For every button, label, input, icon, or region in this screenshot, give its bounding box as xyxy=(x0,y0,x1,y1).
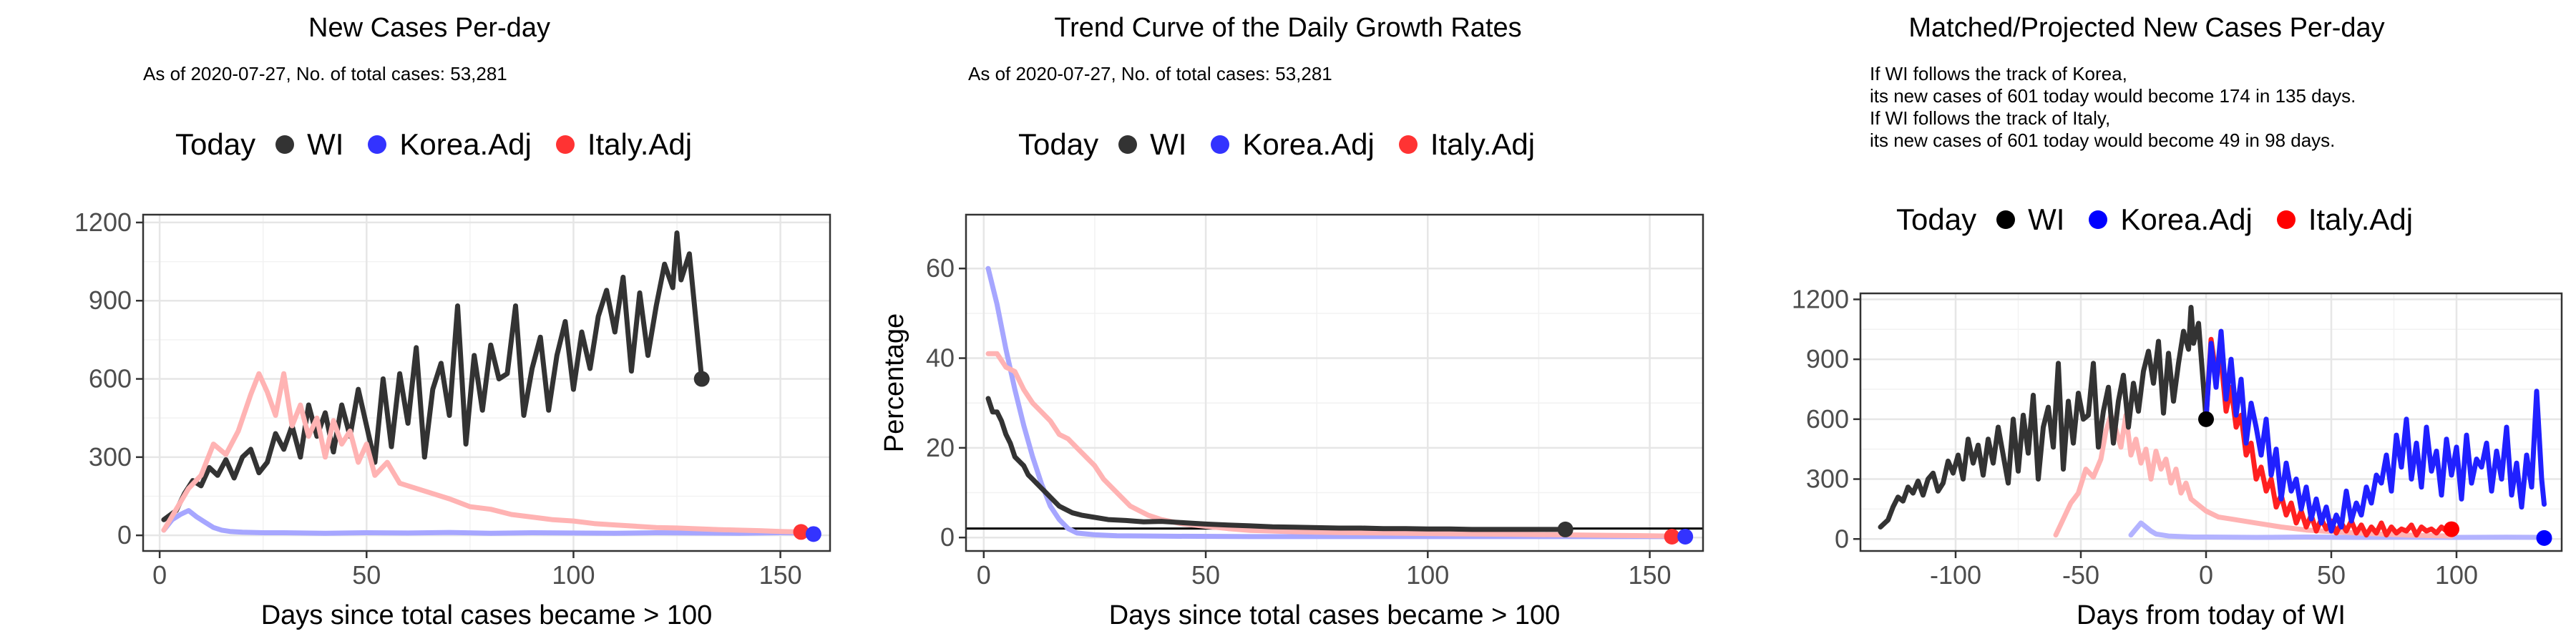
today-point xyxy=(693,371,710,387)
legend-item-korea: Korea.Adj xyxy=(368,127,532,162)
legend-label: Italy.Adj xyxy=(2308,203,2414,236)
legend-item-wi: WI xyxy=(1118,127,1186,162)
legend-marker-icon xyxy=(1398,135,1418,154)
panel-new-cases: New Cases Per-day As of 2020-07-27, No. … xyxy=(0,0,859,644)
legend-label: WI xyxy=(1150,127,1187,161)
x-axis-label: Days since total cases became > 100 xyxy=(261,600,713,630)
y-tick-label: 60 xyxy=(926,253,955,283)
series-line xyxy=(161,230,705,522)
legend-label: Korea.Adj xyxy=(1242,127,1375,161)
x-tick-label: 100 xyxy=(2435,560,2478,590)
chart-legend: Today WI Korea.Adj Italy.Adj xyxy=(1018,127,1559,162)
y-tick-label: 600 xyxy=(1806,404,1849,434)
series-line xyxy=(1878,305,2209,530)
legend-label: Italy.Adj xyxy=(587,127,693,161)
legend-label: Korea.Adj xyxy=(399,127,532,161)
legend-marker-icon xyxy=(368,135,387,154)
series-line xyxy=(161,371,804,535)
x-tick-label: -100 xyxy=(1930,560,1981,590)
legend-title: Today xyxy=(175,127,256,161)
x-tick-label: 0 xyxy=(2199,560,2213,590)
x-tick-label: -50 xyxy=(2062,560,2099,590)
x-tick-label: 0 xyxy=(977,560,991,590)
chart-subtitle: As of 2020-07-27, No. of total cases: 53… xyxy=(968,63,1332,84)
y-tick-label: 1200 xyxy=(1792,284,1849,313)
chart-legend: Today WI Korea.Adj Italy.Adj xyxy=(175,127,716,162)
legend-item-wi: WI xyxy=(1996,203,2064,237)
legend-label: Korea.Adj xyxy=(2120,203,2253,236)
legend-title: Today xyxy=(1896,203,1977,236)
today-point xyxy=(2444,521,2459,537)
x-tick-label: 50 xyxy=(1191,560,1220,590)
x-tick-label: 50 xyxy=(352,560,381,590)
legend-label: WI xyxy=(307,127,344,161)
chart-title: Trend Curve of the Daily Growth Rates xyxy=(1054,13,1522,43)
y-tick-label: 300 xyxy=(89,442,132,472)
legend-marker-icon xyxy=(1211,135,1230,154)
y-tick-label: 900 xyxy=(1806,344,1849,374)
x-axis-label: Days since total cases became > 100 xyxy=(1109,600,1561,630)
today-point xyxy=(1677,528,1694,545)
x-tick-label: 150 xyxy=(759,560,802,590)
legend-marker-icon xyxy=(1996,210,2016,229)
y-axis-label: Percentage xyxy=(879,313,909,452)
plot-area: 0 50 100 150 0 300 600 900 1200 Days since total … xyxy=(74,208,831,630)
legend-item-wi: WI xyxy=(275,127,343,162)
plot-border xyxy=(1859,292,2563,552)
plot-area: -100 -50 0 50 100 0 300 600 900 1200 Days from tod… xyxy=(1792,284,2563,630)
series-line xyxy=(985,396,1568,532)
series-line xyxy=(985,351,1675,539)
legend-marker-icon xyxy=(2089,210,2108,229)
y-tick-label: 1200 xyxy=(74,208,132,237)
legend-label: WI xyxy=(2028,203,2065,236)
y-tick-label: 600 xyxy=(89,364,132,394)
chart-subtitle: As of 2020-07-27, No. of total cases: 53… xyxy=(143,63,507,84)
legend-marker-icon xyxy=(275,135,295,154)
series-line xyxy=(2203,336,2454,538)
legend-item-italy: Italy.Adj xyxy=(1398,127,1536,162)
y-tick-label: 0 xyxy=(117,520,132,550)
legend-marker-icon xyxy=(2276,210,2296,229)
x-tick-label: 150 xyxy=(1629,560,1672,590)
legend-label: Italy.Adj xyxy=(1430,127,1536,161)
y-tick-label: 900 xyxy=(89,286,132,315)
legend-title: Today xyxy=(1018,127,1099,161)
today-point xyxy=(805,526,821,542)
plot-border xyxy=(142,213,831,552)
x-tick-label: 100 xyxy=(552,560,595,590)
y-tick-label: 40 xyxy=(926,343,955,373)
x-tick-label: 0 xyxy=(152,560,167,590)
series-line xyxy=(2203,328,2547,534)
chart-title: Matched/Projected New Cases Per-day xyxy=(1908,13,2385,43)
legend-item-italy: Italy.Adj xyxy=(2276,203,2414,237)
y-tick-label: 20 xyxy=(926,433,955,462)
legend-item-korea: Korea.Adj xyxy=(2089,203,2253,237)
y-tick-label: 0 xyxy=(1835,524,1849,553)
plot-area: 0 50 100 150 0 20 40 60 Days since total cases b… xyxy=(879,213,1704,630)
panel-projected: Matched/Projected New Cases Per-day If W… xyxy=(1717,0,2576,644)
series-line xyxy=(161,508,816,536)
y-tick-label: 0 xyxy=(940,522,955,552)
x-tick-label: 100 xyxy=(1406,560,1449,590)
today-point xyxy=(793,524,809,540)
series-line xyxy=(2053,412,2454,539)
y-tick-label: 300 xyxy=(1806,464,1849,494)
legend-item-italy: Italy.Adj xyxy=(555,127,693,162)
today-point xyxy=(1664,528,1680,545)
panel-growth-rates: Trend Curve of the Daily Growth Rates As… xyxy=(859,0,1717,644)
chart-title: New Cases Per-day xyxy=(308,13,550,43)
plot-border xyxy=(965,213,1704,552)
today-point xyxy=(2536,530,2552,546)
x-tick-label: 50 xyxy=(2317,560,2346,590)
series-line xyxy=(985,265,1688,540)
today-point xyxy=(1557,521,1574,537)
chart-legend: Today WI Korea.Adj Italy.Adj xyxy=(1896,203,2437,237)
legend-marker-icon xyxy=(555,135,575,154)
legend-item-korea: Korea.Adj xyxy=(1211,127,1375,162)
today-point xyxy=(2198,411,2214,427)
legend-marker-icon xyxy=(1118,135,1138,154)
chart-subtitle: If WI follows the track of Korea, its ne… xyxy=(1870,63,2356,151)
x-axis-label: Days from today of WI xyxy=(2077,600,2346,630)
